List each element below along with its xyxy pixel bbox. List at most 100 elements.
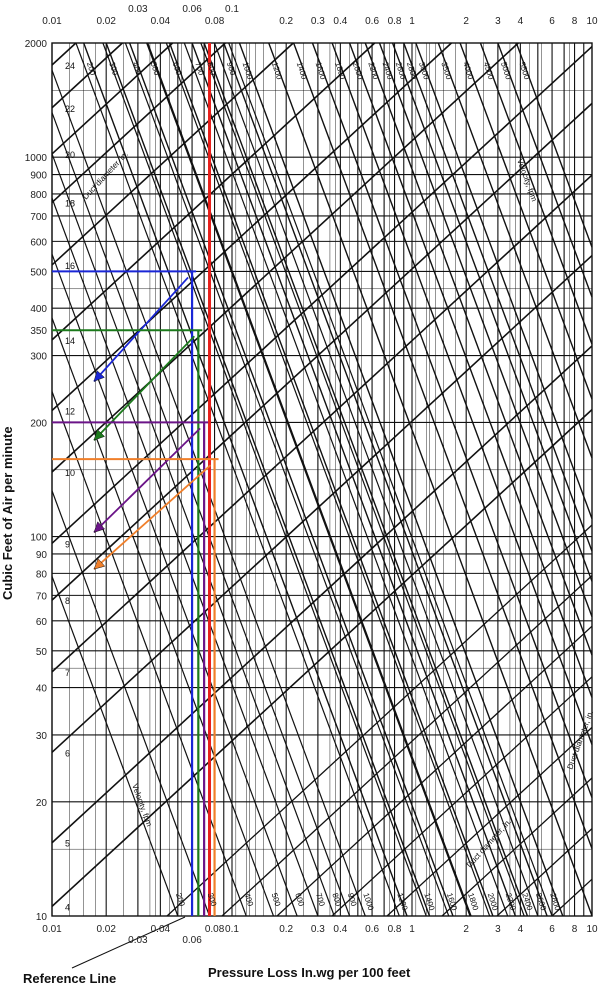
- velocity-label: 800: [330, 892, 343, 908]
- velocity-line: [124, 42, 450, 917]
- x-tick-label-bottom: 0.08: [205, 924, 225, 935]
- duct-diameter-line: [496, 828, 593, 917]
- velocity-line: [183, 42, 509, 917]
- x-tick-label-top: 10: [586, 16, 598, 27]
- duct-diameter-line: [166, 524, 593, 917]
- velocity-line: [415, 42, 593, 519]
- x-tick-label-top: 1: [409, 16, 415, 27]
- duct-diameter-line: [276, 625, 593, 917]
- x-tick-label-bottom: 0.4: [333, 924, 347, 935]
- velocity-label: 400: [131, 61, 144, 77]
- x-tick-label-bottom: 0.02: [96, 924, 116, 935]
- duct-diameter-line: [331, 676, 593, 917]
- x-tick-label-bottom: 3: [495, 924, 501, 935]
- x-tick-label-top: 0.8: [388, 16, 402, 27]
- y-tick-label: 30: [36, 731, 48, 742]
- y-tick-label: 500: [30, 267, 47, 278]
- duct-diameter-label: 6: [65, 748, 70, 758]
- x-tick-label-top: 0.06: [182, 4, 202, 15]
- velocity-line: [51, 253, 298, 917]
- duct-diameter-line: [51, 42, 452, 412]
- x-tick-label-bottom: 0.6: [365, 924, 379, 935]
- velocity-line: [228, 42, 553, 917]
- velocity-label: 700: [193, 61, 206, 77]
- velocity-line: [331, 42, 593, 745]
- velocity-line: [51, 317, 275, 917]
- duct-diameter-line: [51, 42, 376, 341]
- duct-diameter-line: [51, 345, 593, 844]
- x-tick-label-top: 0.6: [365, 16, 379, 27]
- x-tick-label-top: 0.2: [279, 16, 293, 27]
- x-tick-label-top: 0.1: [225, 4, 239, 15]
- x-tick-label-bottom: 0.1: [225, 924, 239, 935]
- x-tick-label-top: 0.3: [311, 16, 325, 27]
- duct-diameter-line: [51, 42, 77, 66]
- x-tick-label-bottom: 6: [549, 924, 555, 935]
- x-tick-label-top: 6: [549, 16, 555, 27]
- x-tick-label-bottom: 10: [586, 924, 598, 935]
- y-tick-label: 100: [30, 533, 47, 544]
- x-tick-label-top: 0.01: [42, 16, 62, 27]
- x-tick-label-bottom: 0.3: [311, 924, 325, 935]
- duct-diameter-label: 4: [65, 902, 70, 912]
- velocity-line: [102, 42, 427, 917]
- velocity-line: [311, 42, 593, 798]
- y-tick-label: 90: [36, 550, 48, 561]
- y-tick-label: 800: [30, 190, 47, 201]
- y-tick-label: 1000: [25, 153, 48, 164]
- velocity-line: [83, 42, 408, 917]
- velocity-label: 200: [85, 61, 98, 77]
- velocity-line: [515, 42, 593, 248]
- velocity-line: [200, 42, 525, 917]
- velocity-line: [268, 42, 593, 917]
- velocity-line: [213, 42, 539, 917]
- duct-diameter-line: [51, 409, 593, 907]
- purple-pointer-line: [93, 427, 201, 534]
- y-tick-label: 400: [30, 304, 47, 315]
- x-tick-label-bottom: 1: [409, 924, 415, 935]
- reference-line-pointer: [71, 916, 186, 969]
- y-tick-label: 900: [30, 171, 47, 182]
- example-selection-lines: [52, 43, 219, 916]
- velocity-line: [403, 42, 593, 552]
- x-tick-label-top: 2: [463, 16, 469, 27]
- y-tick-label: 300: [30, 352, 47, 363]
- reference-line-annotation: Reference Line: [23, 971, 116, 986]
- x-tick-label-bottom: 4: [518, 924, 524, 935]
- x-tick-label-top: 0.04: [151, 16, 171, 27]
- velocity-line: [105, 42, 431, 917]
- x-tick-label-bottom: 0.06: [182, 935, 202, 946]
- duct-diameter-label: 12: [65, 406, 75, 416]
- duct-diameter-label: 9: [65, 539, 70, 549]
- x-tick-label-top: 0.03: [128, 4, 148, 15]
- velocity-line: [191, 42, 517, 917]
- duct-diameter-line: [51, 174, 593, 673]
- x-tick-label-bottom: 0.2: [279, 924, 293, 935]
- duct-diameter-label: 22: [65, 104, 75, 114]
- y-tick-label: 50: [36, 647, 48, 658]
- x-tick-label-top: 0.02: [96, 16, 116, 27]
- velocity-line: [497, 42, 593, 298]
- velocity-label: 600: [171, 61, 184, 77]
- velocity-label: 300: [206, 892, 219, 908]
- velocity-line: [437, 42, 593, 459]
- y-tick-label: 700: [30, 212, 47, 223]
- velocity-line: [146, 42, 471, 917]
- orange-arrow-marker: [93, 558, 106, 570]
- velocity-line: [391, 42, 593, 582]
- x-tick-label-top: 0.08: [205, 16, 225, 27]
- velocity-label: 300: [107, 61, 120, 77]
- y-tick-label: 80: [36, 569, 48, 580]
- duct-diameter-label: 14: [65, 336, 75, 346]
- duct-diameter-line: [51, 42, 226, 204]
- y-tick-label: 2000: [25, 39, 48, 50]
- y-tick-label: 20: [36, 798, 48, 809]
- duct-diameter-line: [51, 42, 174, 155]
- velocity-line: [51, 112, 351, 917]
- x-tick-label-top: 4: [518, 16, 524, 27]
- velocity-line: [75, 42, 400, 917]
- y-tick-label: 350: [30, 326, 47, 337]
- velocity-label: 900: [225, 61, 238, 77]
- velocity-label: 600: [293, 892, 306, 908]
